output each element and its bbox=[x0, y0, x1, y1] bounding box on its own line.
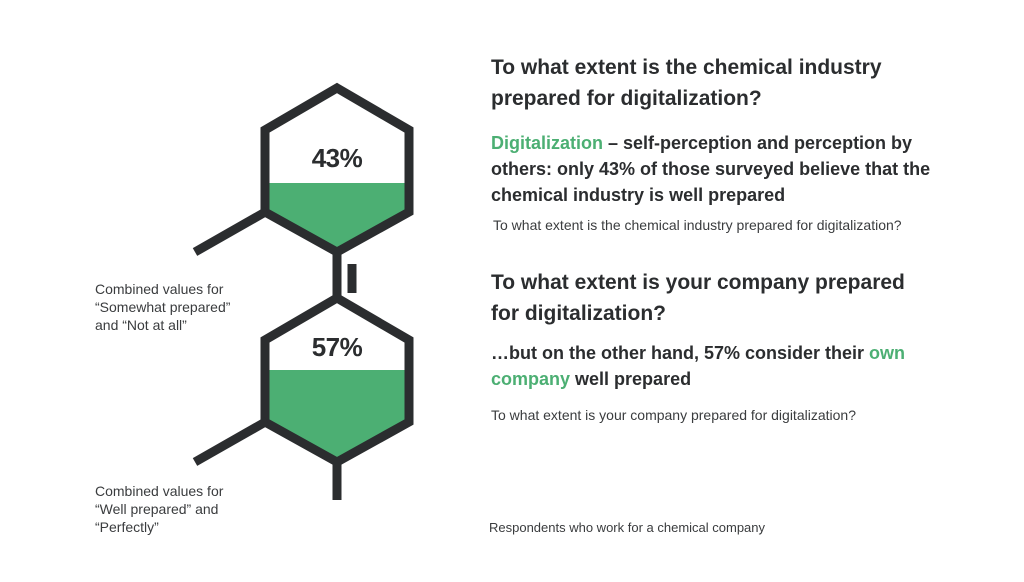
bottom-hexagon-fill bbox=[265, 370, 409, 462]
legend-line: Combined values for bbox=[95, 281, 224, 297]
bottom-hexagon-legend: Combined values for “Well prepared” and … bbox=[95, 482, 265, 536]
section2-title: To what extent is your company prepared … bbox=[491, 271, 905, 325]
section1-highlight: Digitalization bbox=[491, 133, 603, 153]
section2-description: …but on the other hand, 57% consider the… bbox=[491, 340, 951, 392]
footnote: Respondents who work for a chemical comp… bbox=[489, 520, 766, 535]
section1-desc-text: – self-perception and perception by othe… bbox=[491, 133, 931, 205]
legend-line: “Well prepared” and bbox=[95, 501, 219, 517]
section2-desc-pre: …but on the other hand, 57% consider the… bbox=[491, 343, 870, 363]
legend-line: “Perfectly” bbox=[95, 519, 159, 535]
section1-description: Digitalization – self-perception and per… bbox=[491, 130, 951, 208]
section2-desc-post: well prepared bbox=[570, 369, 692, 389]
section2-highlight: own company bbox=[491, 343, 906, 389]
bottom-left-branch bbox=[192, 417, 270, 466]
top-left-branch bbox=[192, 207, 270, 256]
top-hexagon-legend: Combined values for “Somewhat prepared” … bbox=[95, 280, 265, 334]
legend-line: and “Not at all” bbox=[95, 317, 187, 333]
section2-subtitle: To what extent is your company prepared … bbox=[491, 407, 856, 423]
section1-subtitle: To what extent is the chemical industry … bbox=[493, 217, 902, 233]
section1-title: To what extent is the chemical industry … bbox=[491, 56, 882, 110]
legend-line: Combined values for bbox=[95, 483, 224, 499]
legend-line: “Somewhat prepared” bbox=[95, 299, 231, 315]
top-hexagon-value: 43% bbox=[311, 143, 363, 173]
bottom-hexagon-value: 57% bbox=[311, 332, 363, 362]
